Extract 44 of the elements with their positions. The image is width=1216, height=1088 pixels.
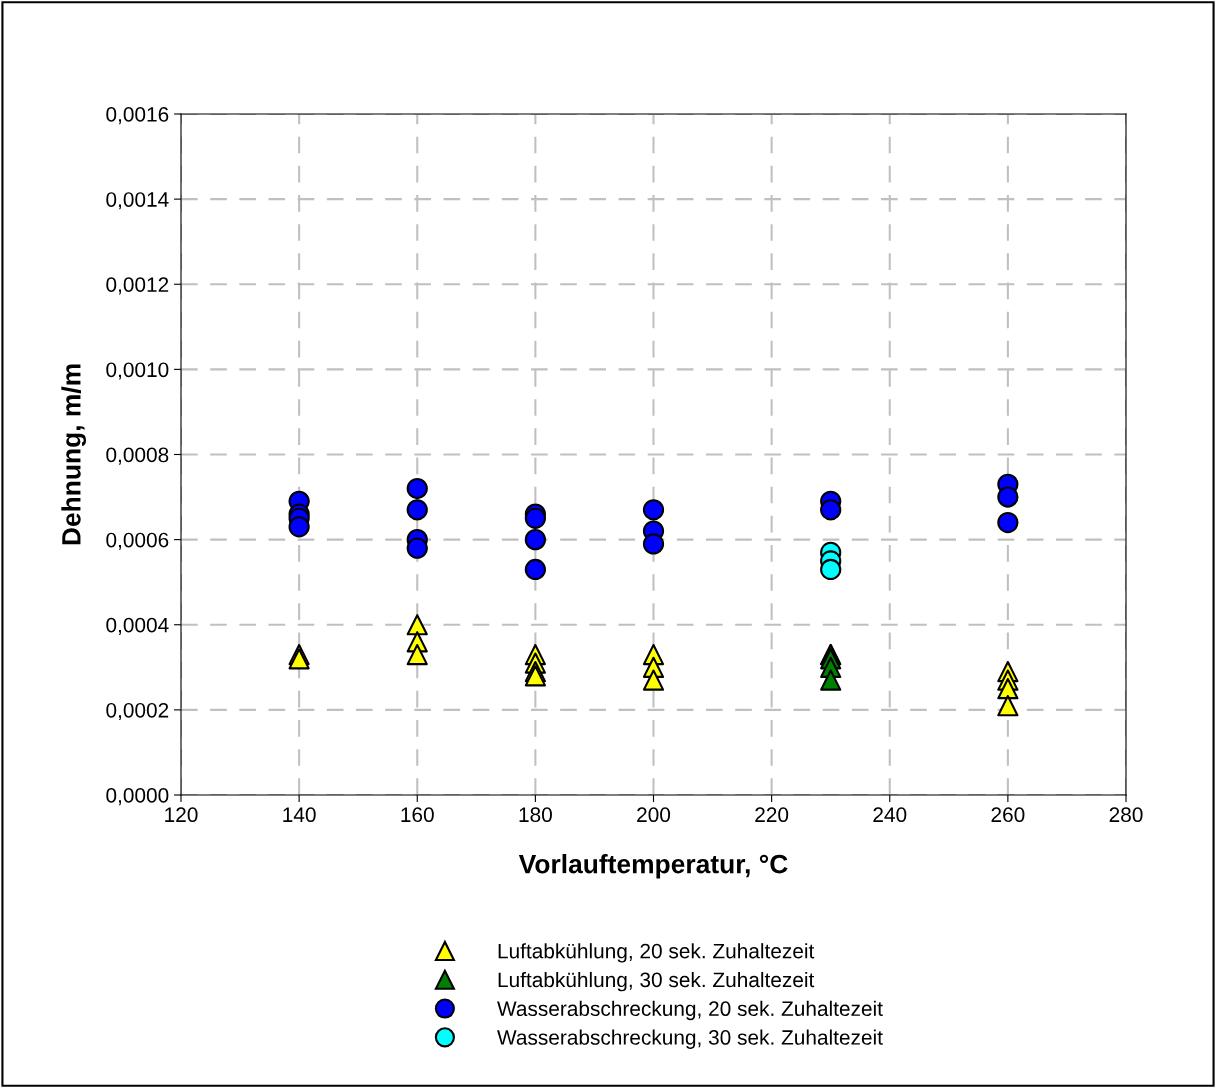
point (997, 511, 1019, 534)
y-tick-label: 0,0016 (106, 107, 169, 125)
x-tick-label: 120 (165, 807, 198, 823)
y-tick-label: 0,0014 (106, 192, 169, 210)
y-tick-label: 0,0010 (106, 362, 169, 380)
point (642, 669, 665, 691)
legend-label: Wasserabschreckung, 20 sek. Zuhaltezeit (497, 1000, 883, 1021)
x-axis-title: Vorlauftemperatur, °C (518, 854, 788, 879)
point (642, 499, 665, 521)
x-tick-label: 260 (991, 807, 1025, 823)
point (524, 529, 546, 551)
x-tick-label: 200 (637, 807, 671, 823)
y-tick-label: 0,0004 (106, 617, 169, 635)
point (406, 643, 428, 666)
point (406, 614, 428, 636)
x-tick-label: 160 (401, 807, 434, 823)
point (288, 648, 310, 670)
x-tick-label: 140 (283, 807, 316, 823)
point (820, 558, 842, 581)
point (288, 516, 310, 538)
y-tick-label: 0,0012 (106, 277, 169, 295)
x-tick-label: 240 (873, 807, 907, 823)
legend-label: Luftabkühlung, 30 sek. Zuhaltezeit (498, 971, 815, 992)
x-tick-label: 280 (1109, 807, 1143, 823)
point (524, 665, 546, 687)
point (406, 477, 428, 500)
x-tick-label: 180 (519, 807, 552, 823)
y-tick-label: 0,0006 (106, 532, 169, 550)
legend-label: Wasserabschreckung, 30 sek. Zuhaltezeit (497, 1029, 883, 1049)
y-tick-label: 0,0000 (106, 788, 169, 806)
y-tick-label: 0,0008 (106, 447, 169, 465)
point (820, 499, 842, 521)
point (406, 537, 428, 559)
x-tick-label: 220 (755, 807, 789, 823)
point (642, 533, 665, 555)
point (820, 669, 842, 691)
y-axis-title: Dehnung, m/m (61, 364, 87, 545)
y-tick-label: 0,0002 (106, 702, 169, 721)
point (997, 695, 1019, 717)
legend-label: Luftabkühlung, 20 sek. Zuhaltezeit (498, 943, 815, 963)
point (524, 558, 546, 581)
point (997, 677, 1019, 700)
point (406, 499, 428, 521)
point (997, 486, 1019, 508)
